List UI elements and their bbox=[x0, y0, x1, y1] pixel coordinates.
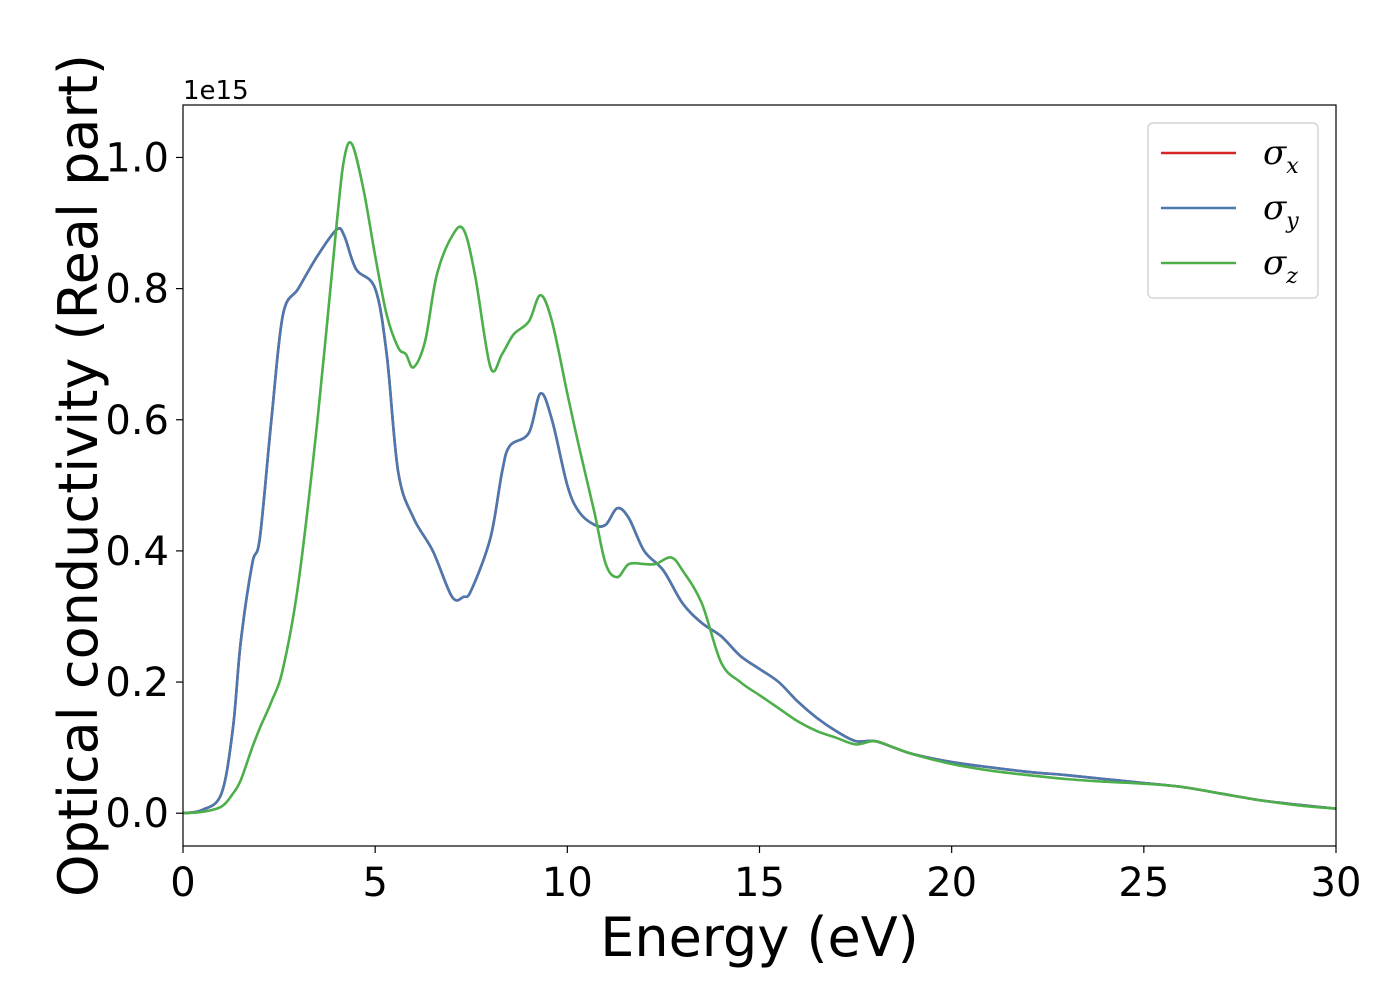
y-tick-label: 0.8 bbox=[105, 267, 169, 313]
y-tick-label: 0.4 bbox=[105, 529, 169, 575]
y-offset-label: 1e15 bbox=[183, 76, 249, 106]
series-line-z bbox=[183, 140, 1336, 815]
x-axis-ticks: 0 5 10 15 20 25 30 bbox=[170, 846, 1361, 906]
legend-label-y: σy bbox=[1263, 188, 1299, 234]
y-tick-label: 0.2 bbox=[105, 660, 169, 706]
x-tick-label: 5 bbox=[362, 860, 387, 906]
series-line-x bbox=[183, 227, 1336, 815]
legend: σx σy σz bbox=[1147, 122, 1319, 299]
x-tick-label: 0 bbox=[170, 860, 195, 906]
y-axis-label: Optical conductivity (Real part) bbox=[47, 54, 110, 897]
y-tick-label: 0.0 bbox=[105, 791, 169, 837]
y-axis-ticks: 0.0 0.2 0.4 0.6 0.8 1.0 bbox=[105, 135, 183, 837]
series-layer bbox=[183, 140, 1336, 815]
legend-label-x: σx bbox=[1263, 133, 1299, 179]
x-tick-label: 10 bbox=[542, 860, 593, 906]
y-tick-label: 1.0 bbox=[105, 135, 169, 181]
y-tick-label: 0.6 bbox=[105, 398, 169, 444]
legend-label-z: σz bbox=[1263, 243, 1298, 289]
x-tick-label: 20 bbox=[926, 860, 977, 906]
series-line-y bbox=[183, 227, 1336, 815]
x-tick-label: 30 bbox=[1311, 860, 1362, 906]
x-tick-label: 25 bbox=[1118, 860, 1169, 906]
x-axis-label: Energy (eV) bbox=[600, 906, 919, 969]
legend-box bbox=[1147, 122, 1319, 299]
x-tick-label: 15 bbox=[734, 860, 785, 906]
